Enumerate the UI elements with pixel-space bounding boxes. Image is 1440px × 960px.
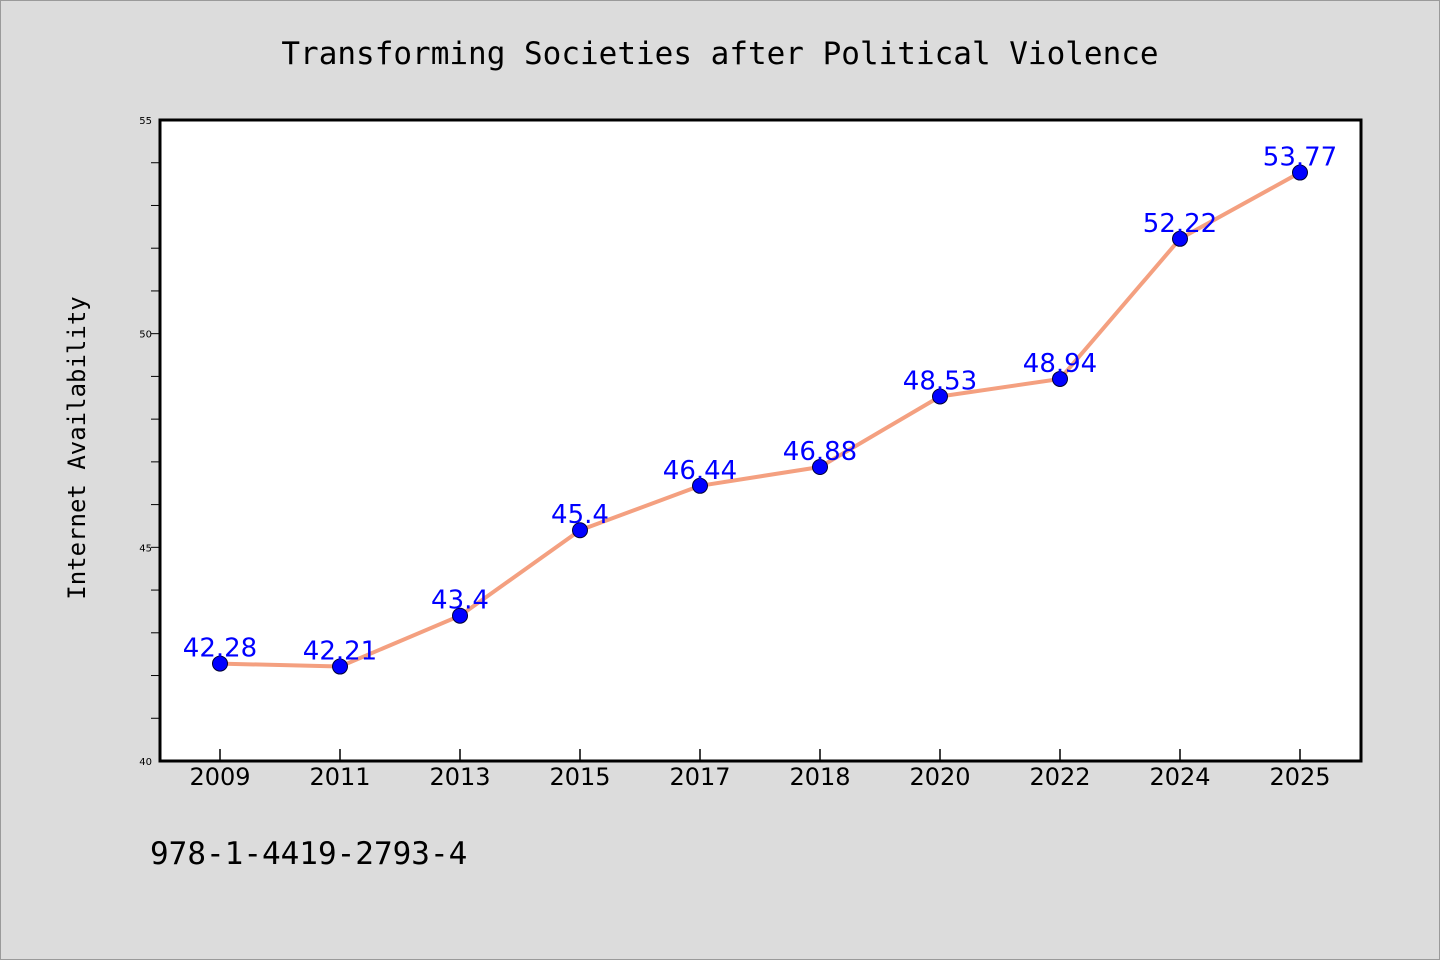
x-tick-label: 2011 [309, 763, 370, 791]
data-label: 46.88 [783, 437, 857, 467]
data-point [1052, 370, 1068, 387]
data-label: 46.44 [663, 456, 737, 486]
series-markers [212, 164, 1308, 675]
y-tick-label: 40 [139, 757, 152, 768]
footer-isbn: 978-1-4419-2793-4 [150, 836, 467, 872]
plot-area [158, 118, 1363, 763]
data-label: 43.4 [431, 586, 489, 616]
chart-title: Transforming Societies after Political V… [281, 36, 1158, 72]
data-label: 42.28 [183, 634, 257, 664]
x-tick-label: 2017 [669, 763, 730, 791]
data-point [932, 388, 948, 405]
y-tick-label: 50 [139, 330, 152, 341]
data-point [572, 522, 588, 539]
y-tick-label: 45 [139, 543, 152, 554]
data-point [332, 658, 348, 675]
y-tick-label: 55 [139, 116, 152, 127]
data-point [1172, 230, 1188, 247]
data-label: 53.77 [1263, 143, 1337, 173]
x-axis-ticks: 2009 2011 2013 2015 2017 2018 2020 2022 2024 2025 [189, 749, 1331, 791]
x-tick-label: 2015 [549, 763, 610, 791]
y-axis-label: Internet Availability [63, 296, 91, 599]
data-label: 45.4 [551, 500, 609, 530]
series-line [218, 170, 1302, 669]
x-tick-label: 2022 [1029, 763, 1090, 791]
data-label: 48.94 [1023, 349, 1097, 379]
x-tick-label: 2024 [1149, 763, 1210, 791]
x-tick-label: 2009 [189, 763, 250, 791]
x-tick-label: 2025 [1269, 763, 1330, 791]
data-label: 52.22 [1143, 209, 1217, 239]
data-point [812, 458, 828, 475]
series-line-group [218, 170, 1302, 669]
data-label: 42.21 [303, 637, 377, 667]
x-tick-label: 2020 [909, 763, 970, 791]
x-tick-label: 2018 [789, 763, 850, 791]
data-labels: 42.28 42.21 43.4 45.4 46.44 46.88 48.53 48.94 52… [183, 143, 1337, 667]
data-point [692, 477, 708, 494]
data-point [1292, 164, 1308, 181]
data-point [212, 655, 228, 672]
y-axis-ticks: 40 45 50 55 [139, 116, 160, 768]
data-label: 48.53 [903, 366, 977, 396]
data-point [452, 607, 468, 624]
x-tick-label: 2013 [429, 763, 490, 791]
